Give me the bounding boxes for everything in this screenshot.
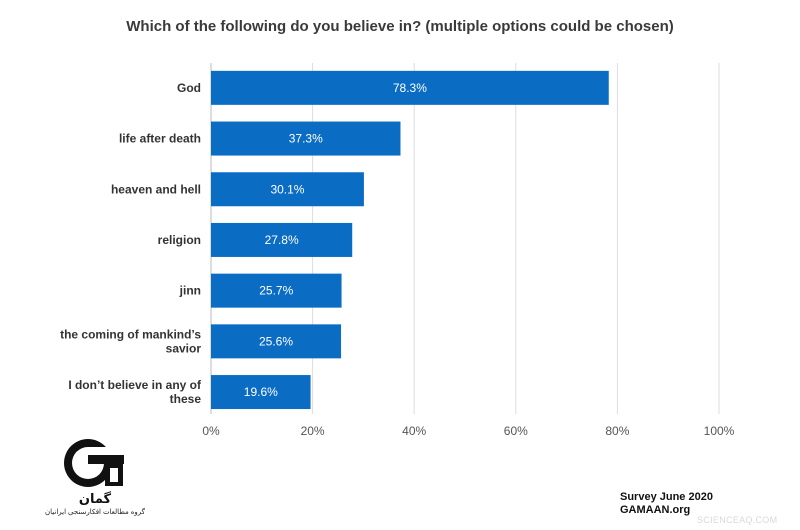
logo-block-hole [110,468,118,482]
category-label: I don’t believe in any of these [68,378,202,406]
category-labels: God life after death heaven and hell religi… [60,81,202,406]
logo-caption: گروه مطالعات افکارسنجی ایرانیان [40,508,150,516]
bar-value-label: 25.7% [259,284,293,298]
bar-value-label: 19.6% [244,385,278,399]
bar-value-label: 27.8% [265,233,299,247]
category-label: religion [158,233,201,247]
bars: 78.3% 37.3% 30.1% 27.8% 25.7% 25.6% 19.6% [211,71,609,409]
gamaan-logo: گمان [55,437,135,507]
x-tick-label: 20% [301,424,325,438]
x-tick-label: 0% [202,424,220,438]
x-tick-label: 40% [402,424,426,438]
category-label: God [177,81,201,95]
x-tick-labels: 0% 20% 40% 60% 80% 100% [202,424,734,438]
category-label: life after death [119,132,201,146]
footer-survey-date: Survey June 2020 [620,491,713,504]
logo-bar [88,455,124,464]
logo-wordmark: گمان [79,491,112,507]
x-tick-label: 80% [605,424,629,438]
bar-value-label: 78.3% [393,81,427,95]
category-label: heaven and hell [111,182,201,196]
watermark: SCIENCEAQ.COM [697,515,777,525]
source-footer: Survey June 2020 GAMAAN.org [620,491,713,517]
x-tick-label: 100% [704,424,735,438]
category-label: the coming of mankind’s savior [60,327,201,355]
bar-value-label: 30.1% [270,182,304,196]
bar-value-label: 37.3% [289,132,323,146]
bar-value-label: 25.6% [259,334,293,348]
x-tick-label: 60% [504,424,528,438]
logo-cut [88,447,118,455]
category-label: jinn [179,284,201,298]
